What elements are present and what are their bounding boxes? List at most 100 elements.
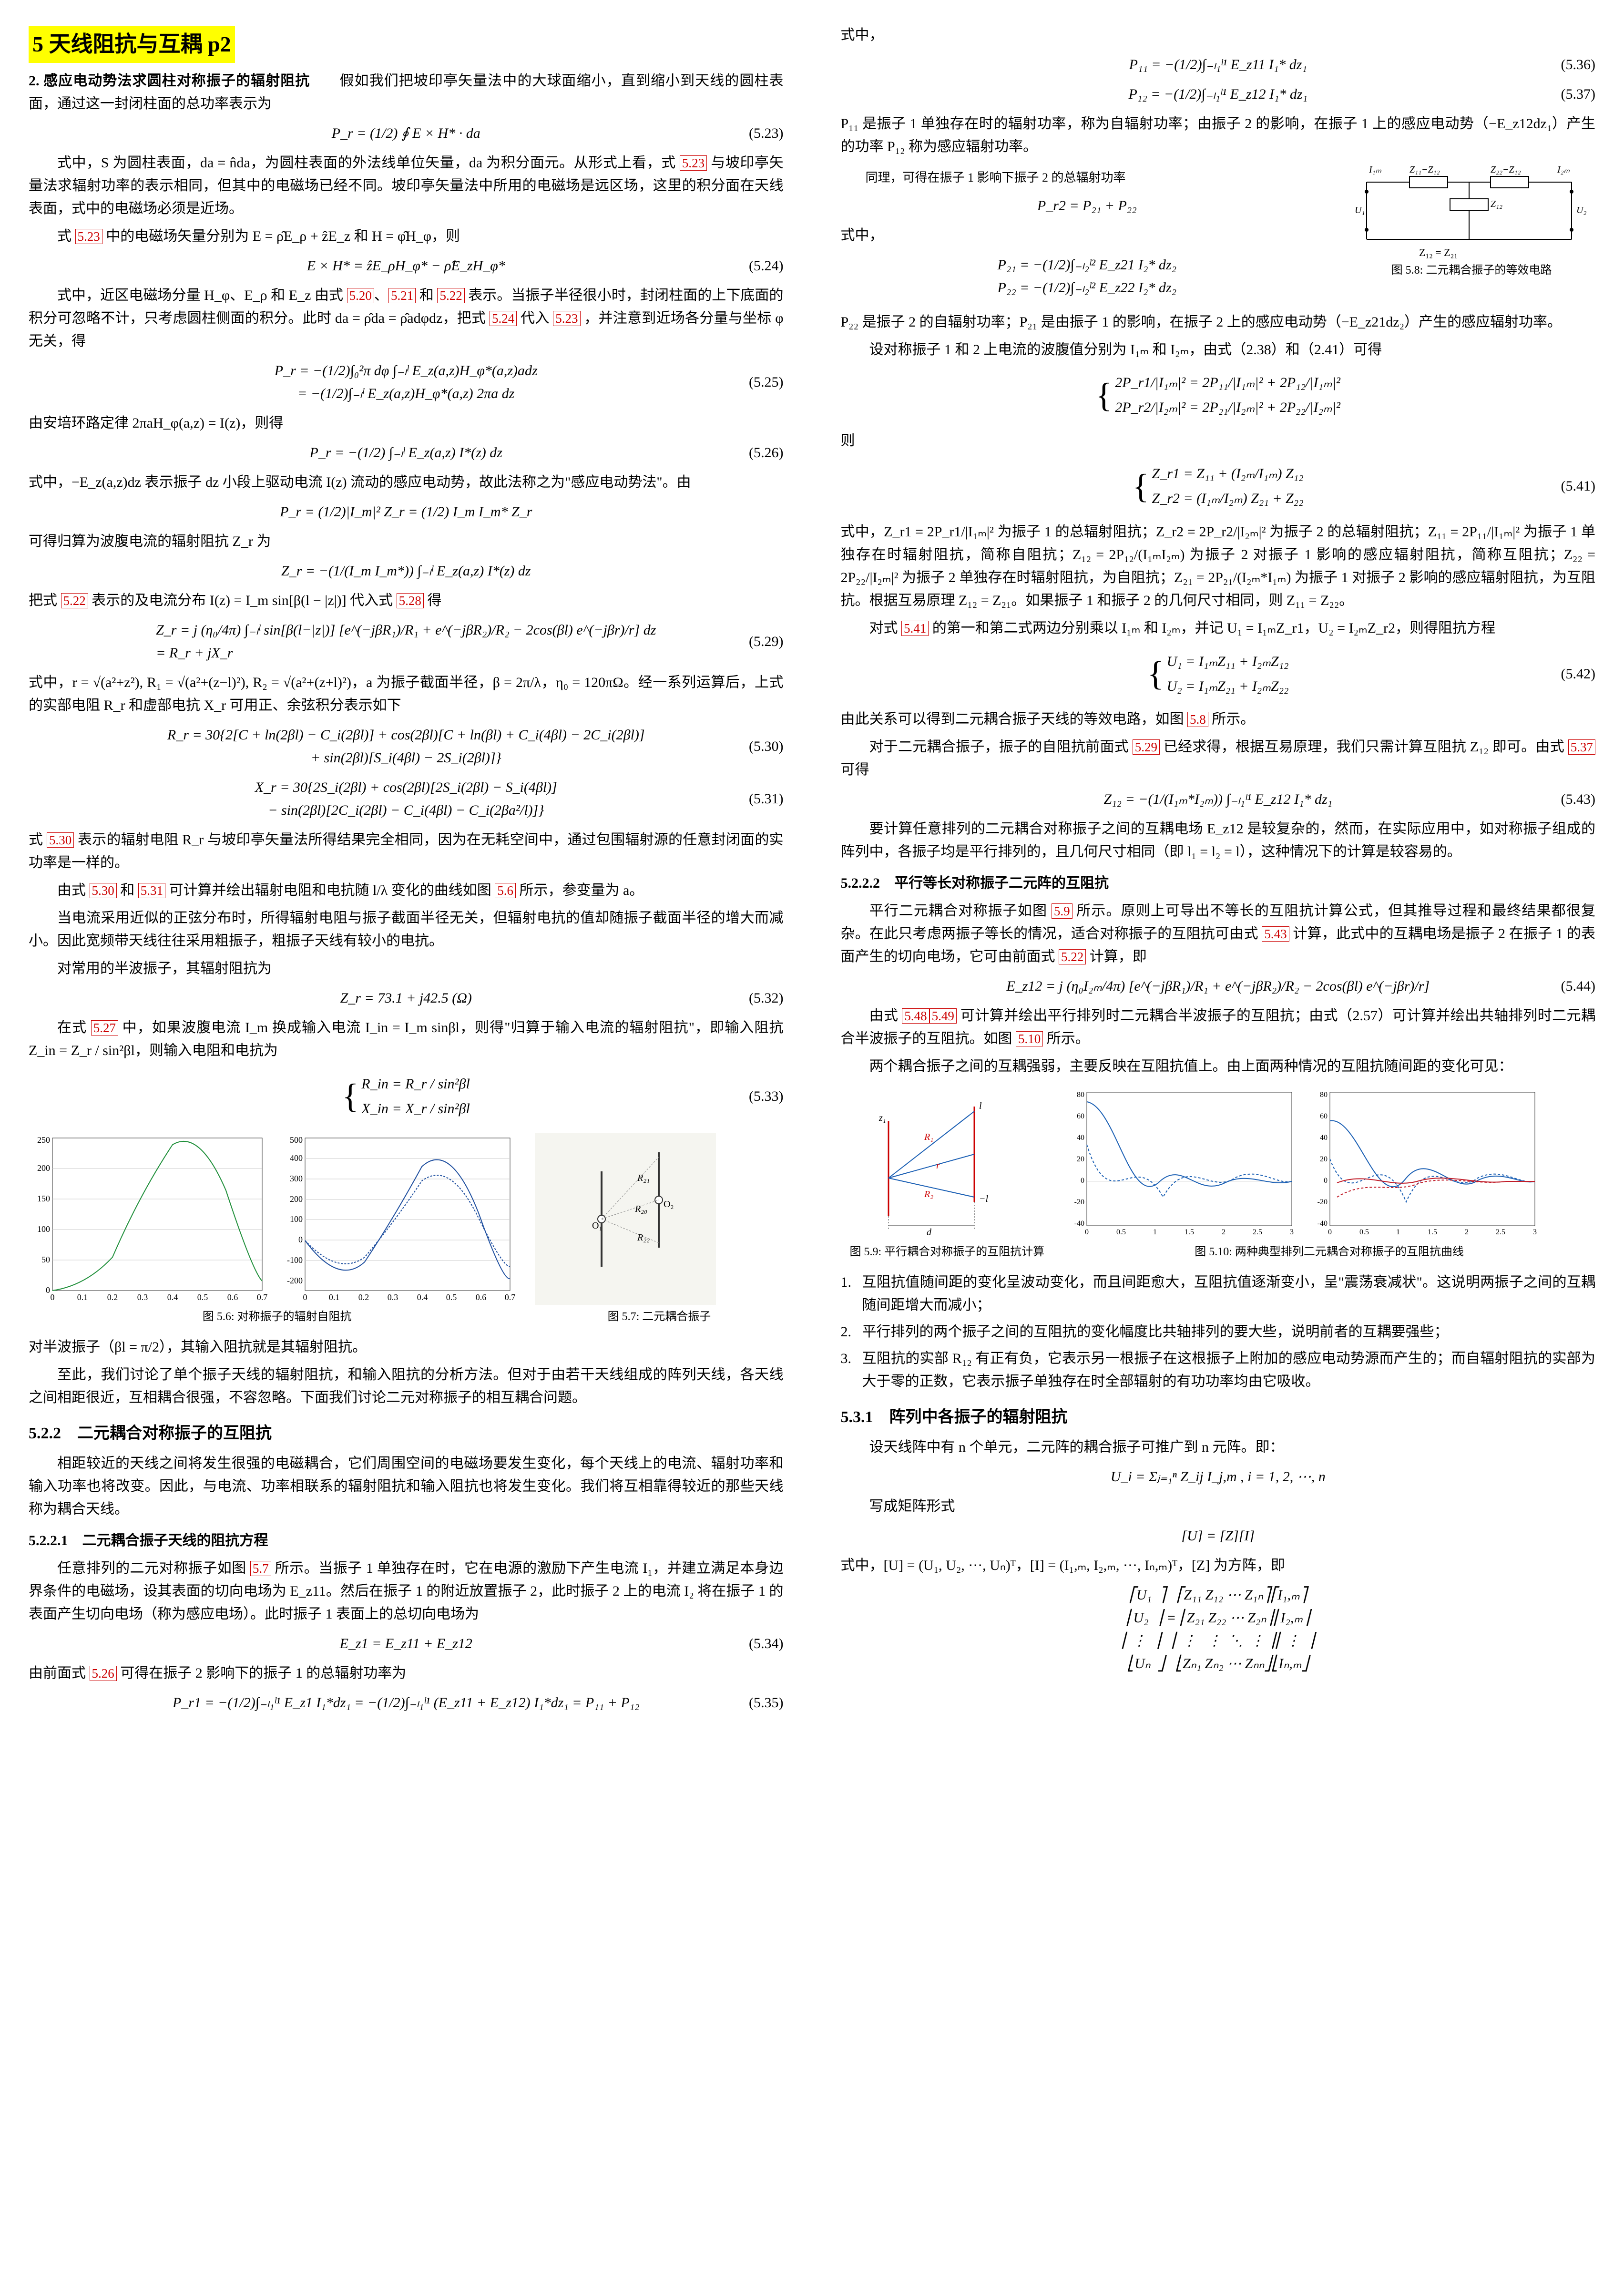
svg-text:R₂₁: R₂₁	[637, 1173, 650, 1183]
svg-text:150: 150	[37, 1194, 50, 1203]
ref-5-22[interactable]: 5.22	[437, 288, 464, 303]
fig-5-9-cap: 图 5.9: 平行耦合对称振子的互阻抗计算	[841, 1243, 1054, 1261]
svg-text:z₁: z₁	[878, 1113, 886, 1123]
ref-5-28[interactable]: 5.28	[397, 593, 424, 608]
sec-5-2-2-2: 5.2.2.2 平行等长对称振子二元阵的互阻抗	[841, 872, 1596, 895]
p20: 式中，	[841, 24, 1596, 47]
p22: 同理，可得在振子 1 影响下振子 2 的总辐射功率	[841, 168, 1334, 188]
ref-5-30b[interactable]: 5.30	[90, 883, 117, 898]
fig-5-7-cap: 图 5.7: 二元耦合振子	[535, 1308, 783, 1326]
svg-text:l: l	[979, 1101, 982, 1111]
svg-text:−l: −l	[979, 1194, 988, 1204]
list-item-3: 3.互阻抗的实部 R₁₂ 有正有负，它表示另一根振子在这根振子上附加的感应电动势…	[841, 1347, 1596, 1393]
svg-text:0.3: 0.3	[137, 1292, 148, 1302]
ref-5-27[interactable]: 5.27	[91, 1020, 118, 1035]
svg-text:R₂₀: R₂₀	[634, 1204, 647, 1214]
ref-fig-5-6[interactable]: 5.6	[495, 883, 516, 898]
p26: 则	[841, 430, 1596, 452]
eq-pr2: P_r2 = P₂₁ + P₂₂	[841, 195, 1334, 217]
ref-5-21[interactable]: 5.21	[388, 288, 416, 303]
eq-5-26: P_r = −(1/2) ∫₋ₗˡ E_z(a,z) I*(z) dz (5.2…	[29, 441, 784, 464]
p11: 由式 5.30 和 5.31 可计算并绘出辐射电阻和电抗随 l/λ 变化的曲线如…	[29, 879, 784, 902]
eq-5-37: P₁₂ = −(1/2)∫₋ₗ₁ˡ¹ E_z12 I₁* dz₁ (5.37)	[841, 83, 1596, 106]
svg-text:0.4: 0.4	[417, 1292, 428, 1302]
ref-5-24[interactable]: 5.24	[490, 311, 517, 326]
ref-5-20[interactable]: 5.20	[347, 288, 374, 303]
svg-text:0.3: 0.3	[388, 1292, 398, 1302]
p24: P₂₂ 是振子 2 的自辐射功率；P₂₁ 是由振子 1 的影响，在振子 2 上的…	[841, 311, 1596, 334]
ref-5-41[interactable]: 5.41	[901, 621, 929, 636]
svg-text:60: 60	[1320, 1112, 1328, 1120]
ref-fig-5-7[interactable]: 5.7	[250, 1561, 271, 1576]
p8: 把式 5.22 表示的及电流分布 I(z) = I_m sin[β(l − |z…	[29, 589, 784, 612]
ref-fig-5-10[interactable]: 5.10	[1016, 1031, 1043, 1046]
svg-text:200: 200	[37, 1163, 50, 1173]
svg-text:0.4: 0.4	[167, 1292, 178, 1302]
svg-text:0.5: 0.5	[197, 1292, 208, 1302]
p35: 设天线阵中有 n 个单元，二元阵的耦合振子可推广到 n 元阵。即：	[841, 1436, 1596, 1459]
svg-text:100: 100	[290, 1214, 303, 1224]
svg-text:-40: -40	[1074, 1220, 1084, 1228]
p37: 式中，[U] = (U₁, U₂, ⋯, Uₙ)ᵀ，[I] = (I₁,ₘ, I…	[841, 1554, 1596, 1577]
chart-5-6-left: 050100 150200250 00.10.2 0.30.40.5 0.60.…	[29, 1133, 272, 1305]
svg-text:0.5: 0.5	[446, 1292, 457, 1302]
list-item-2: 2.平行排列的两个振子之间的互阻抗的变化幅度比共轴排列的要大些，说明前者的互耦要…	[841, 1321, 1596, 1343]
ref-5-22b[interactable]: 5.22	[61, 593, 88, 608]
svg-text:-200: -200	[287, 1276, 303, 1285]
eq-5-41: { Z_r1 = Z₁₁ + (I₂ₘ/I₁ₘ) Z₁₂ Z_r2 = (I₁ₘ…	[841, 459, 1596, 514]
svg-text:0.6: 0.6	[476, 1292, 487, 1302]
eq-5-36: P₁₁ = −(1/2)∫₋ₗ₁ˡ¹ E_z11 I₁* dz₁ (5.36)	[841, 53, 1596, 76]
ref-5-43[interactable]: 5.43	[1262, 926, 1289, 942]
svg-text:U₂: U₂	[1576, 205, 1586, 215]
svg-text:0: 0	[51, 1292, 55, 1302]
eq-5-42: { U₁ = I₁ₘZ₁₁ + I₂ₘZ₁₂ U₂ = I₁ₘZ₂₁ + I₂ₘ…	[841, 646, 1596, 701]
svg-text:0.6: 0.6	[227, 1292, 238, 1302]
ref-5-48[interactable]: 5.48	[902, 1008, 929, 1024]
ref-5-49[interactable]: 5.49	[929, 1008, 957, 1024]
svg-text:U₁: U₁	[1355, 205, 1365, 215]
svg-text:400: 400	[290, 1153, 303, 1163]
svg-text:R₂₂: R₂₂	[637, 1232, 650, 1243]
list-item-1: 1.互阻抗值随间距的变化呈波动变化，而且间距愈大，互阻抗值逐渐变小，呈"震荡衰减…	[841, 1271, 1596, 1317]
p19: 由前面式 5.26 可得在振子 2 影响下的振子 1 的总辐射功率为	[29, 1662, 784, 1685]
p30: 对于二元耦合振子，振子的自阻抗前面式 5.29 已经求得，根据互易原理，我们只需…	[841, 736, 1596, 781]
sec-5-2-2: 5.2.2 二元耦合对称振子的互阻抗	[29, 1421, 784, 1446]
svg-text:O₁: O₁	[592, 1220, 602, 1231]
p7: 可得归算为波腹电流的辐射阻抗 Z_r 为	[29, 530, 784, 553]
ref-5-31[interactable]: 5.31	[138, 883, 165, 898]
ref-5-30[interactable]: 5.30	[47, 832, 74, 848]
svg-text:R₁: R₁	[924, 1132, 933, 1142]
svg-text:1: 1	[1153, 1228, 1157, 1236]
svg-text:1.5: 1.5	[1428, 1228, 1437, 1236]
p23: 式中，	[841, 224, 1334, 247]
p36: 写成矩阵形式	[841, 1495, 1596, 1518]
ref-5-23c[interactable]: 5.23	[553, 311, 580, 326]
svg-text:-100: -100	[287, 1255, 303, 1265]
svg-text:0: 0	[1085, 1228, 1089, 1236]
ref-5-23[interactable]: 5.23	[680, 155, 707, 171]
svg-text:d: d	[927, 1227, 932, 1238]
svg-text:1: 1	[1396, 1228, 1400, 1236]
svg-text:-20: -20	[1074, 1198, 1084, 1206]
ref-fig-5-9[interactable]: 5.9	[1052, 903, 1072, 919]
svg-text:2.5: 2.5	[1253, 1228, 1262, 1236]
eq-5-32: Z_r = 73.1 + j42.5 (Ω) (5.32)	[29, 987, 784, 1010]
page-title: 5 天线阻抗与互耦 p2	[29, 19, 784, 65]
svg-text:r: r	[936, 1160, 940, 1171]
ref-5-37[interactable]: 5.37	[1568, 739, 1595, 755]
svg-text:0: 0	[298, 1235, 303, 1244]
svg-text:250: 250	[37, 1135, 50, 1145]
svg-text:0.7: 0.7	[257, 1292, 268, 1302]
ref-5-29[interactable]: 5.29	[1133, 739, 1160, 755]
ref-fig-5-8[interactable]: 5.8	[1187, 712, 1208, 727]
svg-text:80: 80	[1077, 1091, 1084, 1099]
fig-5-8-cap: 图 5.8: 二元耦合振子的等效电路	[1348, 261, 1595, 279]
ref-5-23b[interactable]: 5.23	[75, 229, 102, 244]
p18: 任意排列的二元对称振子如图 5.7 所示。当振子 1 单独存在时，它在电源的激励…	[29, 1557, 784, 1626]
svg-text:Z₂₂−Z₁₂: Z₂₂−Z₁₂	[1491, 164, 1521, 175]
svg-text:20: 20	[1320, 1155, 1328, 1163]
ref-5-26[interactable]: 5.26	[90, 1666, 117, 1681]
ref-5-22c[interactable]: 5.22	[1059, 949, 1086, 964]
svg-text:2: 2	[1465, 1228, 1469, 1236]
svg-text:500: 500	[290, 1135, 303, 1145]
